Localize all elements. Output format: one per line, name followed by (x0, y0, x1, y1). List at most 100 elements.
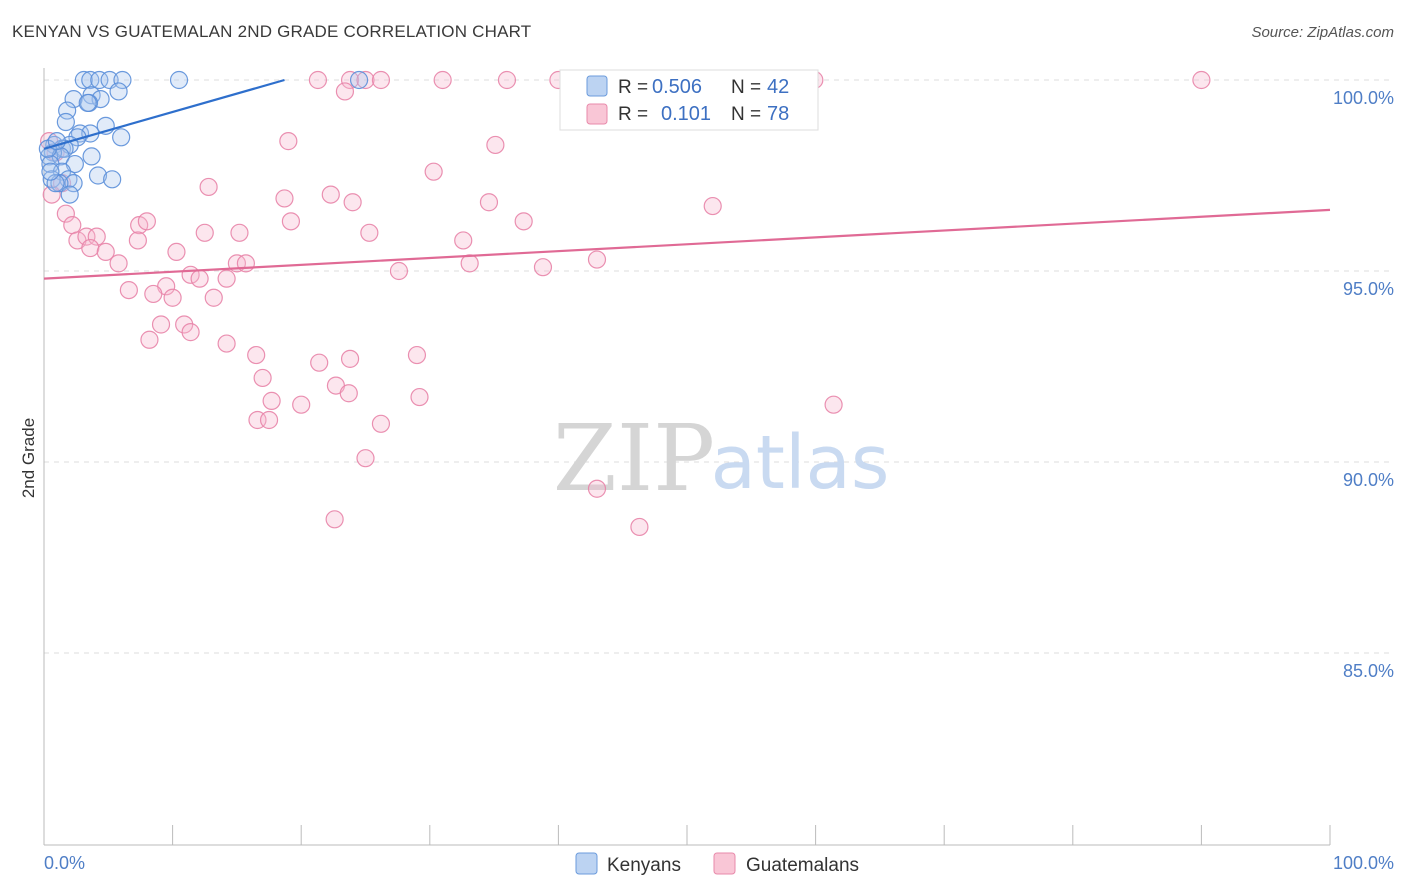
guatemalans-point-5 (497, 70, 517, 90)
guatemalans-point-78 (630, 517, 649, 537)
guatemalans-point-56 (151, 315, 171, 334)
kenyans-point-2 (90, 70, 109, 90)
kenyans-trend-line (43, 78, 285, 150)
guatemalans-point-61 (247, 345, 266, 365)
kenyans-point-13 (56, 112, 75, 132)
guatemalans-point-31 (230, 223, 249, 242)
kenyans-legend-swatch (586, 75, 608, 97)
guatemalans-point-50 (217, 269, 236, 288)
stats-legend: R = 0.506 N = 42 R = 0.101 N = 78 (559, 69, 819, 131)
guatemalans-point-12 (279, 132, 298, 151)
kenyans-n-label: N = (731, 77, 761, 98)
guatemalans-point-59 (140, 330, 159, 349)
guatemalans-series-label: Guatemalans (746, 855, 859, 876)
series-legend: Kenyans Guatemalans (575, 852, 859, 876)
guatemalans-point-53 (144, 284, 163, 304)
guatemalans-point-75 (356, 449, 375, 468)
kenyans-point-30 (88, 166, 108, 185)
guatemalans-n-label: N = (731, 104, 761, 125)
guatemalans-point-64 (407, 345, 427, 365)
x-axis-ticks (43, 825, 1331, 845)
guatemalans-point-43 (109, 254, 128, 273)
kenyans-point-37 (60, 185, 79, 204)
watermark-atlas: atlas (711, 420, 890, 506)
guatemalans-point-74 (371, 414, 391, 433)
x-tick-label-0: 0.0% (44, 853, 85, 873)
kenyans-n-value: 42 (767, 76, 789, 98)
guatemalans-series-swatch (713, 852, 736, 875)
guatemalans-point-17 (199, 177, 218, 197)
guatemalans-point-29 (514, 212, 533, 231)
x-tick-label-100: 100.0% (1333, 853, 1394, 873)
guatemalans-point-35 (87, 227, 106, 246)
watermark-zip: ZIP (553, 405, 715, 512)
guatemalans-point-9 (1192, 70, 1211, 90)
y-tick-label-85: 85.0% (1343, 661, 1394, 681)
guatemalans-r-value: 0.101 (661, 103, 711, 125)
guatemalans-point-32 (360, 223, 379, 242)
guatemalans-legend-swatch (586, 103, 608, 125)
guatemalans-point-44 (460, 254, 479, 273)
guatemalans-point-77 (325, 510, 344, 529)
guatemalans-point-71 (824, 395, 843, 414)
kenyans-point-10 (64, 89, 83, 109)
kenyans-point-6 (349, 70, 369, 90)
guatemalans-point-23 (703, 196, 722, 216)
kenyans-point-5 (169, 70, 189, 90)
guatemalans-point-51 (119, 281, 138, 300)
guatemalans-point-30 (195, 223, 214, 242)
guatemalans-n-value: 78 (767, 103, 789, 125)
guatemalans-point-65 (253, 368, 272, 388)
kenyans-r-value: 0.506 (652, 76, 702, 98)
guatemalans-point-47 (389, 261, 409, 281)
guatemalans-point-57 (175, 315, 194, 334)
kenyans-series-swatch (575, 852, 598, 875)
guatemalans-point-38 (96, 242, 115, 261)
guatemalans-point-39 (167, 242, 186, 261)
guatemalans-point-62 (310, 353, 329, 372)
kenyans-point-18 (112, 128, 131, 147)
guatemalans-point-40 (454, 231, 473, 250)
guatemalans-point-34 (77, 227, 96, 246)
guatemalans-point-55 (204, 288, 223, 307)
guatemalans-point-54 (163, 288, 182, 307)
guatemalans-point-10 (335, 82, 355, 101)
guatemalans-point-21 (343, 193, 362, 212)
guatemalans-point-73 (259, 410, 279, 430)
watermark: ZIP atlas (553, 405, 890, 512)
kenyans-point-36 (46, 174, 65, 193)
guatemalans-point-46 (587, 250, 607, 269)
guatemalans-point-45 (533, 258, 553, 277)
kenyans-point-8 (109, 82, 128, 101)
guatemalans-trend-line (43, 208, 1331, 280)
y-tick-label-90: 90.0% (1343, 470, 1394, 490)
kenyans-point-41 (78, 93, 97, 113)
guatemalans-point-42 (236, 254, 256, 273)
guatemalans-points (40, 70, 1211, 537)
guatemalans-point-49 (190, 269, 209, 288)
guatemalans-point-68 (410, 387, 429, 407)
guatemalans-point-26 (63, 216, 82, 235)
guatemalans-point-69 (262, 391, 281, 410)
guatemalans-point-18 (321, 185, 340, 204)
guatemalans-point-22 (479, 193, 499, 212)
source-label: Source: ZipAtlas.com (1251, 24, 1394, 41)
guatemalans-point-2 (356, 70, 375, 90)
kenyans-r-label: R = (618, 77, 648, 98)
kenyans-series-label: Kenyans (607, 855, 681, 876)
y-tick-labels: 85.0% 90.0% 95.0% 100.0% (1333, 88, 1394, 681)
guatemalans-point-25 (281, 212, 301, 231)
guatemalans-point-36 (128, 231, 147, 250)
guatemalans-point-0 (308, 70, 328, 90)
chart-title: KENYAN VS GUATEMALAN 2ND GRADE CORRELATI… (12, 22, 532, 41)
y-tick-label-95: 95.0% (1343, 279, 1394, 299)
guatemalans-point-63 (340, 349, 360, 368)
kenyans-point-4 (113, 70, 132, 90)
kenyans-point-33 (64, 174, 83, 193)
y-axis-title: 2nd Grade (19, 418, 38, 498)
guatemalans-point-60 (217, 334, 236, 353)
guatemalans-point-28 (137, 212, 156, 231)
guatemalans-point-70 (292, 395, 311, 414)
gridlines (44, 79, 1394, 654)
